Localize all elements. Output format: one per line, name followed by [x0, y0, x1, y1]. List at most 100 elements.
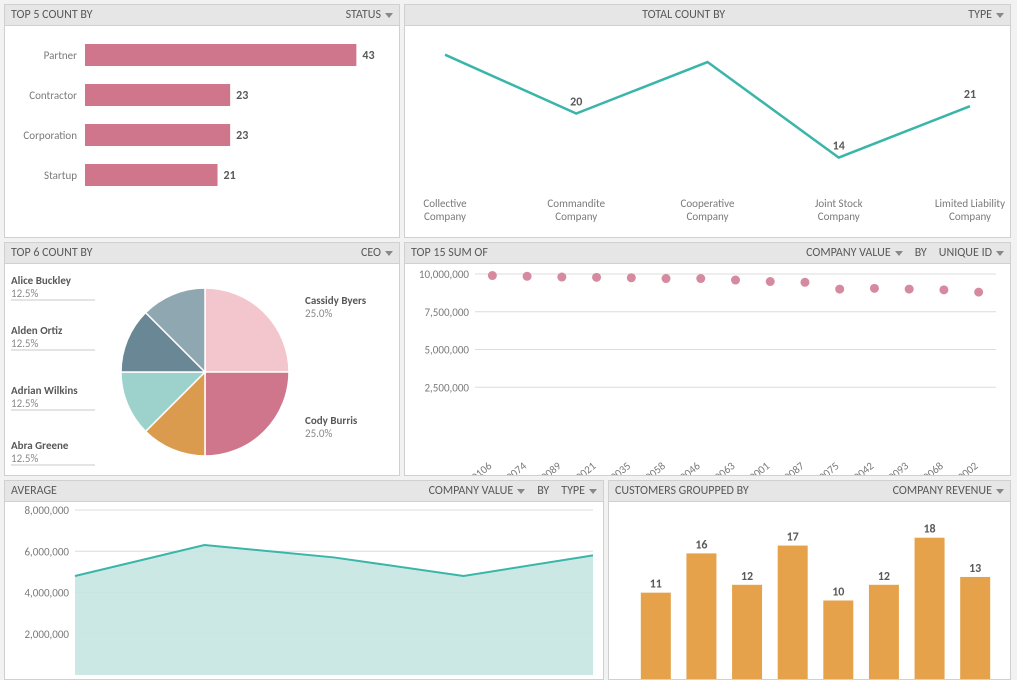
bottom-row: AVERAGE COMPANY VALUE BY TYPE 2,000,0004… — [4, 480, 1011, 680]
panel-total-by-type: TOTAL COUNT BY TYPE 201421CollectiveComp… — [404, 4, 1011, 238]
dropdown-label: TYPE — [561, 484, 585, 498]
svg-text:B-00075: B-00075 — [805, 459, 842, 475]
header-label: CUSTOMERS GROUPPED BY — [609, 484, 755, 498]
chevron-down-icon — [517, 489, 525, 494]
header-label: TOP 6 COUNT BY — [5, 246, 98, 260]
svg-text:Startup: Startup — [44, 169, 77, 182]
svg-text:Alice Buckley: Alice Buckley — [11, 274, 72, 287]
svg-text:B-00002: B-00002 — [944, 459, 981, 475]
svg-text:23: 23 — [236, 129, 248, 143]
svg-text:B-00063: B-00063 — [701, 459, 738, 475]
chart-body: 2,500,000 5,000,000 7,500,000 10,000,000 B-0… — [405, 264, 1010, 475]
panel-header: TOP 6 COUNT BY CEO — [5, 243, 399, 264]
svg-text:Company: Company — [555, 210, 597, 223]
svg-text:B-00068: B-00068 — [909, 459, 946, 475]
svg-text:Partner: Partner — [44, 49, 77, 62]
chevron-down-icon — [996, 251, 1004, 256]
svg-text:25.0%: 25.0% — [305, 427, 333, 440]
svg-text:18: 18 — [923, 523, 935, 537]
header-label: TOP 5 COUNT BY — [5, 8, 98, 22]
svg-text:12.5%: 12.5% — [11, 337, 39, 350]
dropdown-label: COMPANY VALUE — [429, 484, 514, 498]
chart-body: 201421CollectiveCompanyCommanditeCompany… — [405, 26, 1010, 237]
dropdown-company-value[interactable]: COMPANY VALUE — [800, 246, 909, 260]
svg-text:Company: Company — [424, 210, 466, 223]
svg-text:12.5%: 12.5% — [11, 452, 39, 465]
svg-text:B-00087: B-00087 — [770, 459, 807, 475]
svg-text:Corporation: Corporation — [23, 129, 77, 142]
dropdown-ceo[interactable]: CEO — [355, 246, 399, 260]
svg-text:21: 21 — [224, 169, 236, 183]
svg-text:Company: Company — [949, 210, 991, 223]
svg-text:B-00042: B-00042 — [839, 459, 876, 475]
header-mid: BY — [909, 246, 933, 260]
svg-text:14: 14 — [833, 140, 845, 154]
dropdown-type[interactable]: TYPE — [962, 8, 1010, 22]
svg-text:10,000,000: 10,000,000 — [419, 268, 470, 281]
svg-text:Commandite: Commandite — [547, 197, 605, 210]
chevron-down-icon — [589, 489, 597, 494]
chart-body: 1116121710121813 — [609, 502, 1010, 679]
svg-text:43: 43 — [362, 49, 374, 63]
svg-text:4,000,000: 4,000,000 — [24, 587, 69, 600]
header-mid: BY — [531, 484, 555, 498]
panel-top6-ceo: TOP 6 COUNT BY CEO Cassidy Byers25.0%Cod… — [4, 242, 400, 476]
panel-header: AVERAGE COMPANY VALUE BY TYPE — [5, 481, 603, 502]
svg-text:B-00058: B-00058 — [631, 459, 668, 475]
dashboard-grid: TOP 5 COUNT BY STATUS Partner43Contracto… — [4, 4, 1013, 680]
dropdown-unique-id[interactable]: UNIQUE ID — [933, 246, 1010, 260]
svg-text:B-00106: B-00106 — [457, 459, 494, 475]
dropdown-company-revenue[interactable]: COMPANY REVENUE — [887, 484, 1010, 498]
svg-text:Joint Stock: Joint Stock — [815, 197, 863, 210]
dropdown-type[interactable]: TYPE — [555, 484, 603, 498]
svg-text:8,000,000: 8,000,000 — [24, 504, 69, 517]
svg-text:10: 10 — [832, 586, 844, 600]
svg-text:12: 12 — [878, 570, 890, 584]
header-label: TOTAL COUNT BY — [636, 8, 731, 22]
svg-text:B-00001: B-00001 — [735, 459, 772, 475]
header-label: AVERAGE — [5, 484, 63, 498]
svg-text:5,000,000: 5,000,000 — [424, 344, 469, 357]
svg-text:Cody Burris: Cody Burris — [305, 414, 358, 427]
area-chart: 2,000,0004,000,0006,000,0008,000,000 — [5, 502, 603, 679]
svg-text:B-00074: B-00074 — [492, 459, 529, 475]
svg-text:Limited Liability: Limited Liability — [935, 197, 1005, 210]
dropdown-label: COMPANY REVENUE — [893, 484, 992, 498]
svg-text:21: 21 — [964, 88, 976, 102]
dropdown-label: UNIQUE ID — [939, 246, 992, 260]
chevron-down-icon — [895, 251, 903, 256]
scatter-chart: 2,500,000 5,000,000 7,500,000 10,000,000 B-0… — [405, 264, 1010, 475]
panel-top15-sum: TOP 15 SUM OF COMPANY VALUE BY UNIQUE ID… — [404, 242, 1011, 476]
pie-chart: Cassidy Byers25.0%Cody Burris25.0%Alice … — [5, 264, 399, 475]
svg-text:B-00046: B-00046 — [666, 459, 703, 475]
dropdown-company-value[interactable]: COMPANY VALUE — [423, 484, 532, 498]
svg-text:Adrian Wilkins: Adrian Wilkins — [11, 384, 78, 397]
svg-text:23: 23 — [236, 89, 248, 103]
chevron-down-icon — [385, 13, 393, 18]
dropdown-label: TYPE — [968, 8, 992, 22]
svg-text:Company: Company — [818, 210, 860, 223]
panel-customers-grouped: CUSTOMERS GROUPPED BY COMPANY REVENUE 11… — [608, 480, 1011, 680]
svg-text:B-00089: B-00089 — [527, 459, 564, 475]
svg-text:25.0%: 25.0% — [305, 307, 333, 320]
header-label: TOP 15 SUM OF — [405, 246, 494, 260]
panel-header: TOP 15 SUM OF COMPANY VALUE BY UNIQUE ID — [405, 243, 1010, 264]
dropdown-status[interactable]: STATUS — [340, 8, 399, 22]
svg-text:7,500,000: 7,500,000 — [424, 306, 469, 319]
column-chart: 1116121710121813 — [609, 502, 1010, 679]
svg-text:Alden Ortiz: Alden Ortiz — [11, 324, 63, 337]
svg-text:Abra Greene: Abra Greene — [11, 439, 69, 452]
panel-header: TOTAL COUNT BY TYPE — [405, 5, 1010, 26]
panel-top5-status: TOP 5 COUNT BY STATUS Partner43Contracto… — [4, 4, 400, 238]
svg-text:12.5%: 12.5% — [11, 287, 39, 300]
svg-text:2,500,000: 2,500,000 — [424, 381, 469, 394]
dropdown-label: CEO — [361, 246, 381, 260]
svg-text:12.5%: 12.5% — [11, 397, 39, 410]
chevron-down-icon — [996, 489, 1004, 494]
svg-text:13: 13 — [969, 562, 981, 576]
chart-body: Partner43Contractor23Corporation23Startu… — [5, 26, 399, 237]
chevron-down-icon — [996, 13, 1004, 18]
svg-text:Cooperative: Cooperative — [681, 197, 735, 210]
svg-text:B-00093: B-00093 — [874, 459, 911, 475]
svg-text:6,000,000: 6,000,000 — [24, 545, 69, 558]
